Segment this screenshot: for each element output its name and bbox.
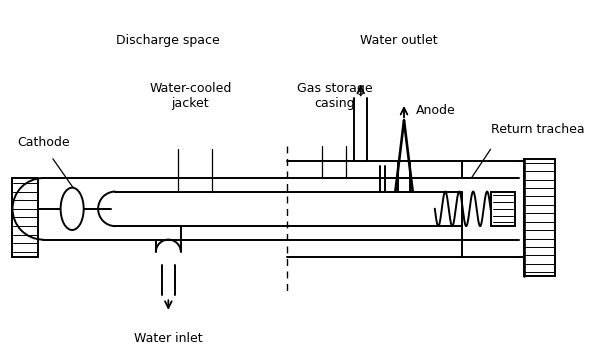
Text: Return trachea: Return trachea [491, 123, 584, 136]
Text: Gas storage
casing: Gas storage casing [297, 82, 373, 110]
Text: Cathode: Cathode [17, 136, 70, 149]
Text: Water-cooled
jacket: Water-cooled jacket [149, 82, 232, 110]
Bar [11, 178, 38, 257]
Text: Anode: Anode [416, 104, 455, 117]
Text: Water outlet: Water outlet [361, 34, 438, 47]
Text: Discharge space: Discharge space [116, 34, 220, 47]
Bar [491, 191, 515, 226]
Text: Water inlet: Water inlet [134, 332, 203, 345]
Ellipse shape [61, 188, 83, 230]
Bar [524, 159, 555, 276]
